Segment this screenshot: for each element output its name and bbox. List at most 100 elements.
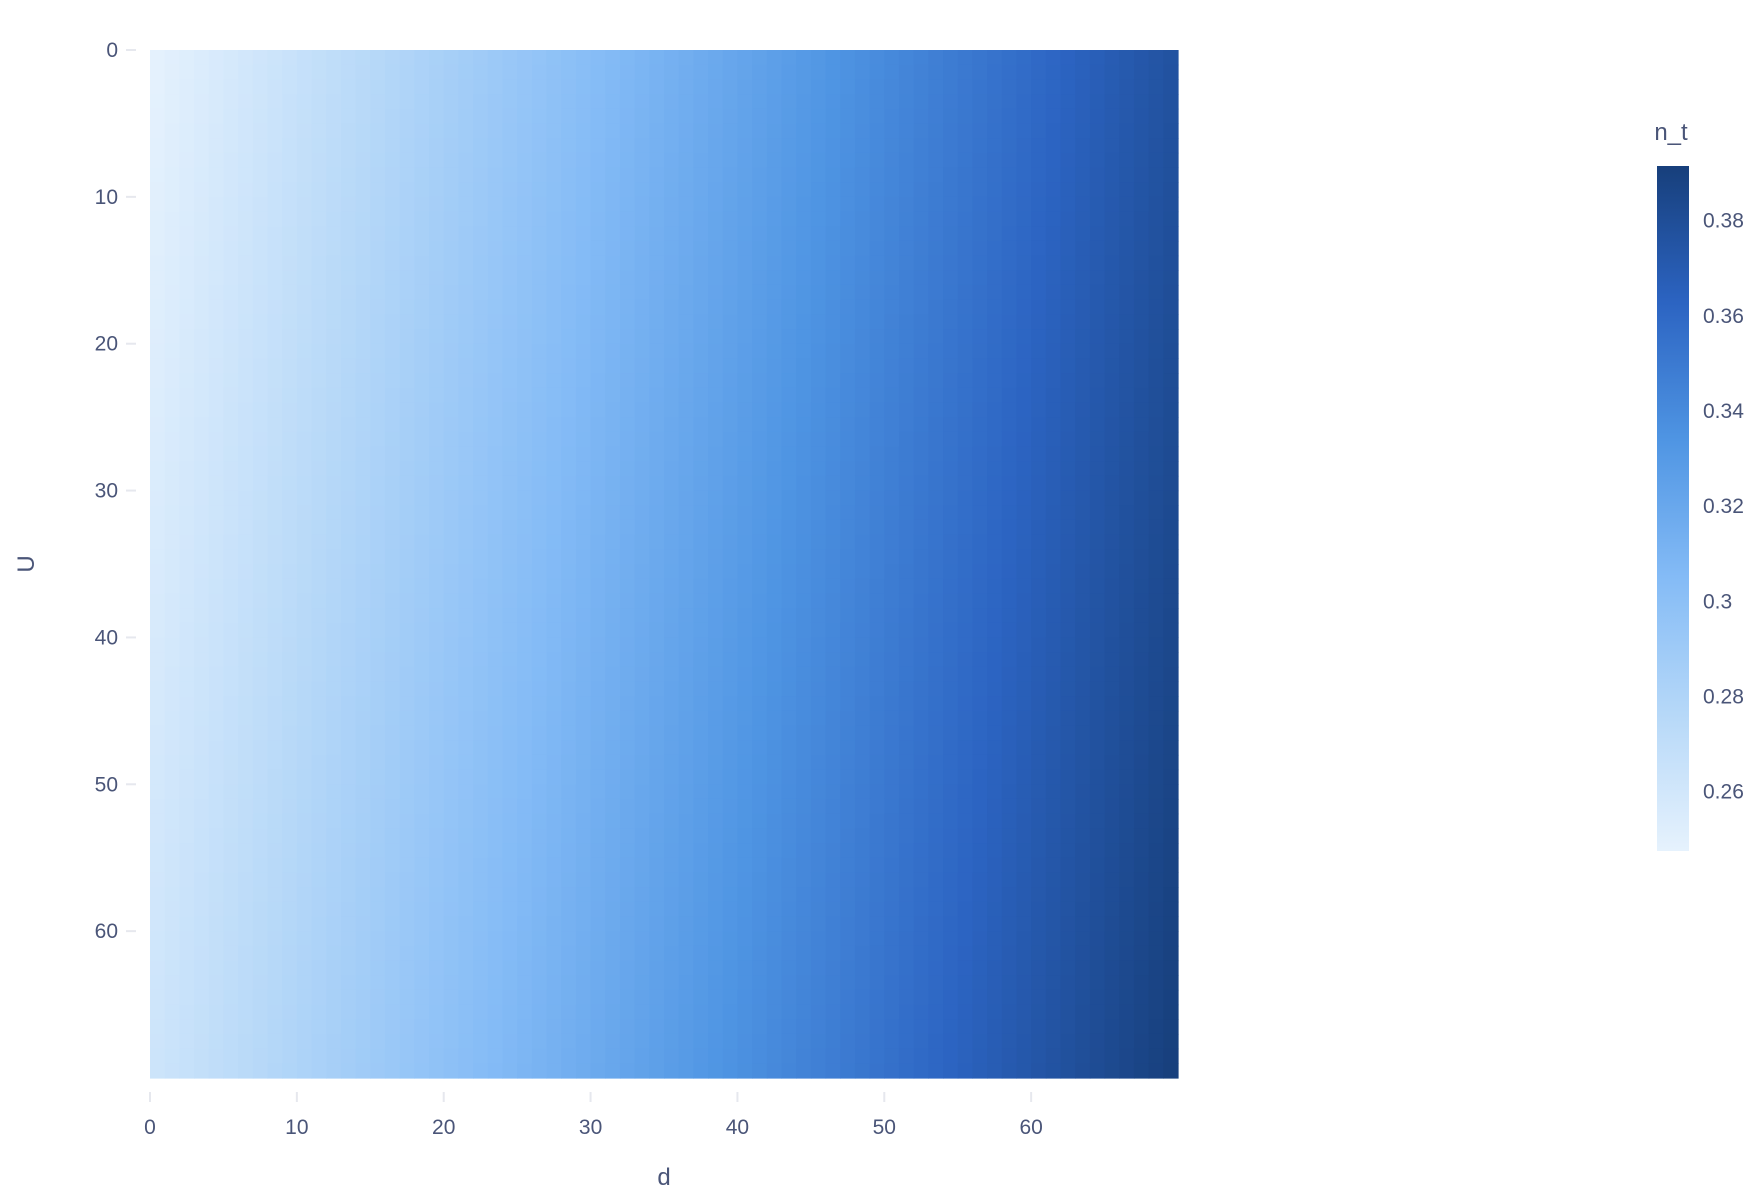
heatmap-cell: [502, 358, 518, 374]
heatmap-cell: [869, 1033, 885, 1050]
heatmap-cell: [752, 857, 768, 873]
heatmap-cell: [722, 622, 739, 639]
heatmap-cell: [414, 945, 430, 962]
heatmap-cell: [708, 329, 724, 345]
heatmap-cell: [1104, 314, 1120, 330]
heatmap-cell: [164, 1063, 180, 1079]
heatmap-cell: [1089, 505, 1106, 521]
heatmap-cell: [678, 857, 694, 873]
heatmap-cell: [854, 887, 871, 903]
heatmap-cell: [1031, 754, 1047, 771]
heatmap-cell: [1148, 64, 1164, 80]
heatmap-cell: [1148, 989, 1164, 1006]
heatmap-cell: [634, 887, 650, 903]
heatmap-cell: [1104, 64, 1120, 80]
heatmap-cell: [546, 50, 562, 66]
heatmap-cell: [517, 431, 533, 448]
heatmap-cell: [575, 358, 592, 374]
heatmap-cell: [619, 490, 636, 506]
heatmap-cell: [649, 343, 665, 359]
heatmap-cell: [928, 1063, 944, 1079]
heatmap-cell: [194, 211, 210, 227]
heatmap-cell: [664, 710, 680, 727]
heatmap-cell: [414, 50, 430, 66]
heatmap-cell: [664, 1019, 680, 1035]
heatmap-cell: [399, 94, 415, 110]
heatmap-cell: [619, 387, 636, 404]
heatmap-cell: [1148, 637, 1164, 653]
heatmap-cell: [458, 622, 474, 639]
heatmap-cell: [810, 608, 827, 624]
heatmap-cell: [252, 64, 269, 80]
heatmap-cell: [1119, 255, 1135, 271]
heatmap-cell: [502, 417, 518, 433]
heatmap-cell: [1119, 652, 1135, 668]
heatmap-cell: [502, 167, 518, 183]
heatmap-cell: [752, 211, 768, 227]
heatmap-cell: [458, 828, 474, 844]
heatmap-cell: [575, 167, 592, 183]
colorbar-tick-label: 0.32: [1703, 495, 1744, 518]
heatmap-cell: [443, 490, 459, 506]
heatmap-cell: [1031, 710, 1047, 727]
heatmap-cell: [634, 417, 650, 433]
heatmap-cell: [825, 666, 841, 683]
heatmap-cell: [766, 901, 783, 918]
heatmap-cell: [766, 975, 783, 991]
heatmap-cell: [781, 240, 797, 257]
heatmap-cell: [340, 784, 357, 800]
heatmap-cell: [678, 138, 694, 154]
heatmap-cell: [502, 152, 518, 169]
heatmap-cell: [267, 299, 283, 315]
heatmap-cell: [429, 652, 445, 668]
heatmap-cell: [355, 931, 371, 947]
heatmap-cell: [194, 64, 210, 80]
heatmap-cell: [517, 240, 533, 257]
heatmap-cell: [517, 1019, 533, 1035]
heatmap-cell: [781, 593, 797, 609]
heatmap-cell: [414, 798, 430, 815]
heatmap-cell: [884, 1019, 900, 1035]
heatmap-cell: [517, 152, 533, 169]
heatmap-cell: [1031, 314, 1047, 330]
heatmap-cell: [296, 284, 313, 301]
heatmap-cell: [619, 182, 636, 198]
heatmap-cell: [473, 901, 489, 918]
heatmap-cell: [252, 1033, 269, 1050]
heatmap-cell: [502, 549, 518, 565]
heatmap-cell: [355, 314, 371, 330]
heatmap-cell: [737, 167, 753, 183]
heatmap-cell: [840, 798, 856, 815]
heatmap-cell: [414, 960, 430, 976]
heatmap-cell: [796, 769, 812, 785]
heatmap-cell: [957, 798, 973, 815]
heatmap-cell: [796, 475, 812, 492]
heatmap-cell: [282, 681, 298, 697]
heatmap-cell: [487, 152, 504, 169]
heatmap-cell: [898, 931, 915, 947]
heatmap-cell: [987, 519, 1003, 536]
heatmap-cell: [414, 872, 430, 888]
heatmap-cell: [752, 813, 768, 829]
heatmap-cell: [502, 1019, 518, 1035]
heatmap-cell: [766, 945, 783, 962]
heatmap-cell: [898, 989, 915, 1006]
heatmap-cell: [1119, 50, 1135, 66]
heatmap-cell: [575, 1063, 592, 1079]
heatmap-cell: [546, 358, 562, 374]
heatmap-cell: [399, 666, 415, 683]
heatmap-cell: [884, 813, 900, 829]
heatmap-cell: [1119, 505, 1135, 521]
heatmap-cell: [326, 872, 342, 888]
heatmap-cell: [737, 901, 753, 918]
heatmap-cell: [443, 1033, 459, 1050]
heatmap-cell: [487, 79, 504, 95]
heatmap-cell: [972, 857, 988, 873]
heatmap-cell: [1031, 270, 1047, 286]
heatmap-cell: [722, 196, 739, 213]
heatmap-cell: [1163, 887, 1179, 903]
heatmap-cell: [311, 798, 327, 815]
heatmap-cell: [340, 431, 357, 448]
heatmap-cell: [590, 622, 606, 639]
heatmap-cell: [796, 710, 812, 727]
